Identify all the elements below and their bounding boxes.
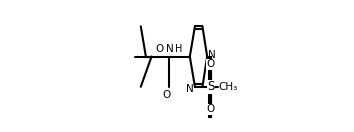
Text: O: O xyxy=(162,90,171,100)
Text: N: N xyxy=(186,84,194,94)
Text: S: S xyxy=(207,80,215,93)
Text: H: H xyxy=(175,44,182,54)
Text: N: N xyxy=(208,50,216,60)
Text: O: O xyxy=(207,59,215,69)
Text: O: O xyxy=(155,44,163,54)
Text: N: N xyxy=(166,44,174,54)
Text: CH₃: CH₃ xyxy=(218,82,238,92)
Text: O: O xyxy=(207,104,215,114)
